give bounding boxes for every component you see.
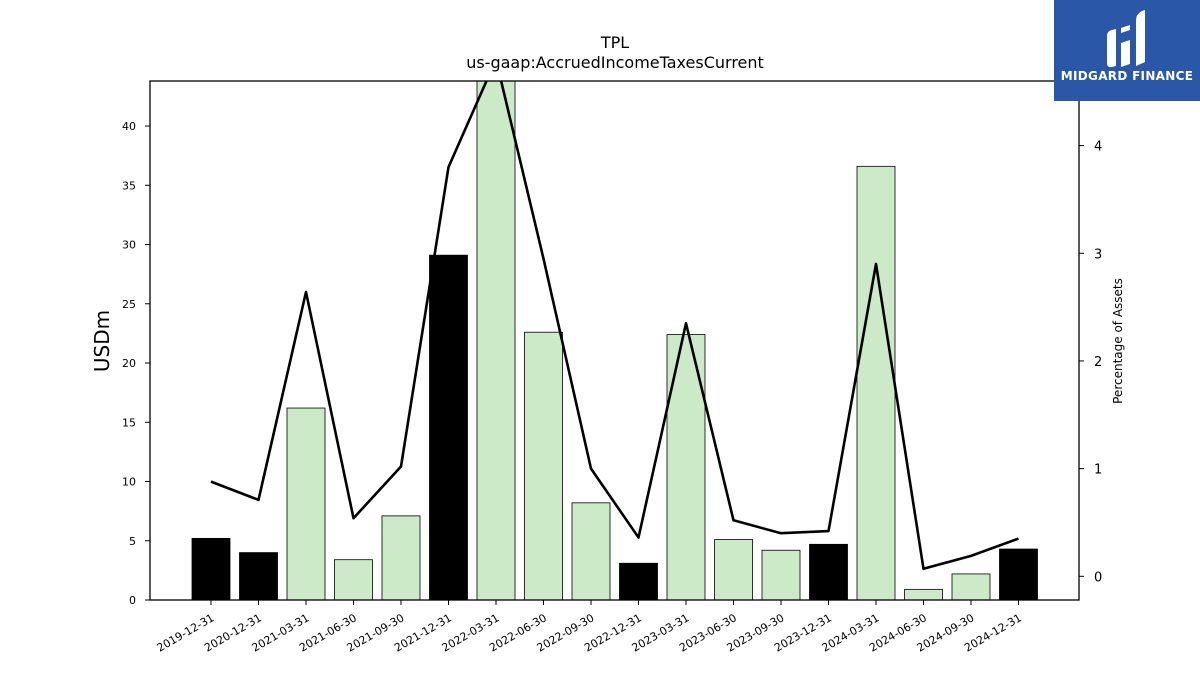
- bar-2023-06-30: [714, 539, 753, 600]
- right-axis: 0 1 2 3 4: [1079, 140, 1102, 585]
- bar-2021-09-30: [381, 515, 421, 600]
- bar-2024-06-30: [904, 588, 943, 600]
- bar-2022-03-31: [476, 81, 516, 600]
- y-tick-label: 30: [122, 239, 136, 252]
- bar-2019-12-31: [191, 537, 231, 600]
- y2-tick-label: 1: [1094, 463, 1102, 478]
- left-axis: 0 5 10 15 20 25 30 35 40: [122, 120, 150, 607]
- brand-logo: MIDGARD FINANCE: [1054, 0, 1200, 101]
- bar-2024-09-30: [951, 573, 991, 600]
- chart-subtitle: us-gaap:AccruedIncomeTaxesCurrent: [466, 53, 764, 72]
- bars-layer: [191, 81, 1038, 600]
- bar-2024-12-31: [999, 548, 1038, 600]
- bar-2022-12-31: [619, 562, 658, 600]
- y-tick-label: 20: [122, 357, 136, 370]
- x-axis: 2019-12-312020-12-312021-03-312021-06-30…: [155, 600, 1024, 655]
- bar-2023-09-30: [761, 549, 801, 600]
- bar-2022-09-30: [571, 502, 611, 600]
- bar-2022-06-30: [524, 331, 563, 600]
- bar-2020-12-31: [239, 552, 278, 600]
- plot-frame: [149, 80, 1080, 601]
- y-tick-label: 35: [122, 179, 136, 192]
- y-tick-label: 15: [122, 416, 136, 429]
- line-layer: [210, 81, 1019, 571]
- y-tick-label: 10: [122, 476, 136, 489]
- y2-tick-label: 3: [1094, 247, 1102, 262]
- y2-tick-label: 0: [1094, 570, 1102, 585]
- logo-text: MIDGARD FINANCE: [1060, 69, 1194, 83]
- y2-tick-label: 4: [1094, 140, 1102, 155]
- y-tick-label: 0: [129, 594, 136, 607]
- logo-mark-icon: [1107, 10, 1145, 68]
- bar-2023-12-31: [809, 543, 848, 600]
- bar-2021-06-30: [334, 559, 373, 600]
- bar-2024-03-31: [856, 165, 896, 600]
- bar-2021-03-31: [286, 407, 326, 600]
- y2-axis-label: Percentage of Assets: [1111, 278, 1125, 404]
- y-tick-label: 25: [122, 298, 136, 311]
- y-tick-label: 40: [122, 120, 136, 133]
- chart-title: TPL: [600, 33, 629, 52]
- percentage-line: [210, 81, 1019, 571]
- y-tick-label: 5: [129, 535, 136, 548]
- y-axis-label: USDm: [90, 310, 114, 372]
- y2-tick-label: 2: [1094, 355, 1102, 370]
- bar-2021-12-31: [429, 254, 468, 600]
